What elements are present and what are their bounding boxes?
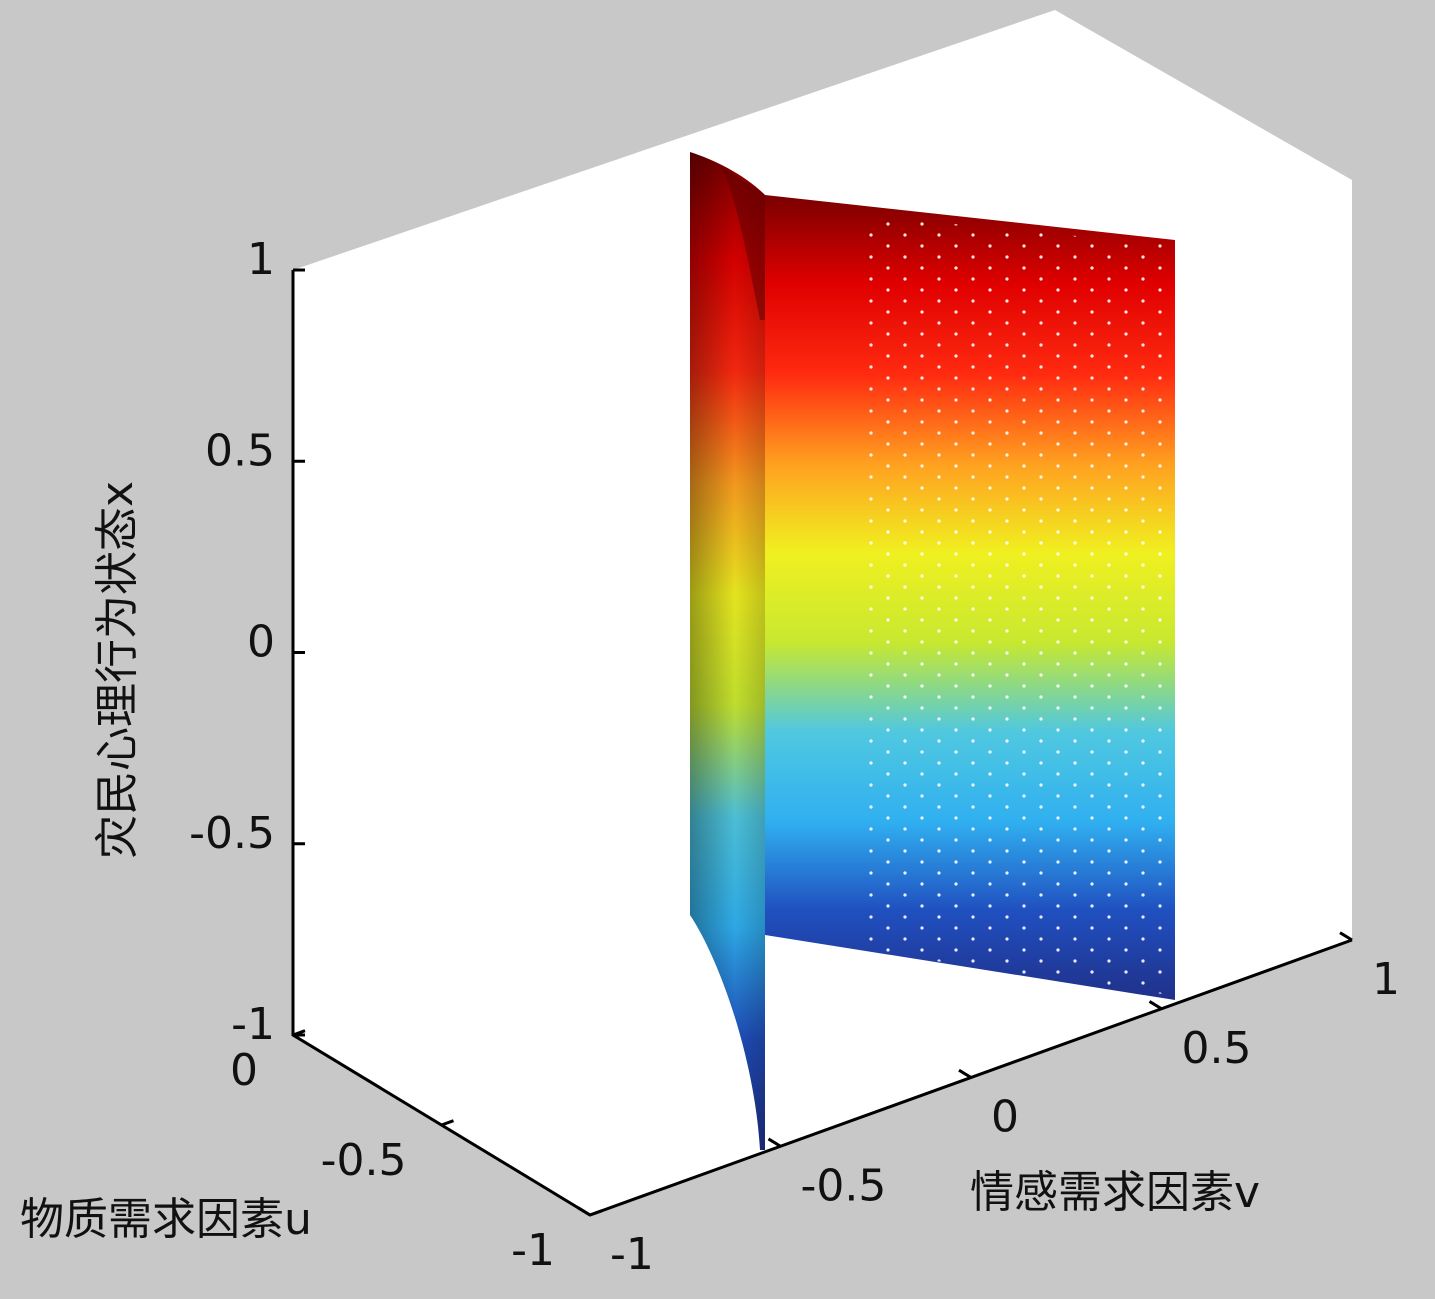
y-tick: [1148, 1000, 1163, 1011]
x-tick: [440, 1119, 455, 1127]
surface-fold-shade: [690, 152, 765, 1150]
z-tick-label: 0.5: [205, 425, 275, 476]
x-axis-label: 物质需求因素u: [20, 1194, 312, 1245]
z-tick-label: 1: [247, 234, 275, 285]
surface-fold-edge: [720, 165, 765, 320]
x-tick-label: -1: [511, 1225, 555, 1276]
z-tick-label: -1: [231, 999, 275, 1050]
y-tick-label: -0.5: [801, 1160, 887, 1211]
y-tick: [767, 1137, 782, 1148]
y-axis-label: 情感需求因素v: [970, 1167, 1260, 1218]
y-tick-label: 0.5: [1182, 1023, 1252, 1074]
x-tick-label: 0: [230, 1045, 258, 1096]
y-tick-label: -1: [610, 1229, 654, 1280]
x-tick: [589, 1209, 603, 1217]
z-tick-label: 0: [247, 617, 275, 668]
y-tick: [577, 1206, 591, 1217]
z-axis-label: 灾民心理行为状态x: [92, 481, 143, 859]
x-tick-label: -0.5: [321, 1135, 407, 1186]
surface: [690, 152, 1175, 1150]
y-tick: [1339, 931, 1353, 942]
z-tick-label: -0.5: [189, 808, 275, 859]
y-tick-label: 1: [1372, 954, 1400, 1005]
y-tick-label: 0: [991, 1092, 1019, 1143]
y-tick: [958, 1068, 972, 1079]
surface-mesh: [860, 215, 1170, 995]
x-tick: [292, 1029, 306, 1037]
